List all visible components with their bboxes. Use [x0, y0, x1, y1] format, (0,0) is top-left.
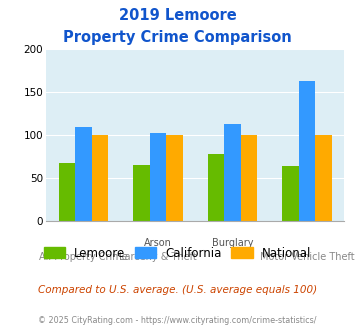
Bar [241, 135, 257, 221]
Text: © 2025 CityRating.com - https://www.cityrating.com/crime-statistics/: © 2025 CityRating.com - https://www.city… [38, 316, 317, 325]
Text: Property Crime Comparison: Property Crime Comparison [63, 30, 292, 45]
Bar [283, 166, 299, 221]
Text: Motor Vehicle Theft: Motor Vehicle Theft [260, 252, 354, 262]
Text: Compared to U.S. average. (U.S. average equals 100): Compared to U.S. average. (U.S. average … [38, 285, 317, 295]
Legend: Lemoore, California, National: Lemoore, California, National [39, 242, 316, 264]
Bar [150, 133, 166, 221]
Bar [75, 127, 92, 221]
Bar [224, 124, 241, 221]
Bar [59, 163, 75, 221]
Text: Larceny & Theft: Larceny & Theft [119, 252, 197, 262]
Text: Arson: Arson [144, 238, 172, 248]
Text: All Property Crime: All Property Crime [39, 252, 128, 262]
Bar [208, 154, 224, 221]
Bar [166, 135, 182, 221]
Bar [315, 135, 332, 221]
Bar [92, 135, 108, 221]
Text: Burglary: Burglary [212, 238, 253, 248]
Text: 2019 Lemoore: 2019 Lemoore [119, 8, 236, 23]
Bar [133, 165, 150, 221]
Bar [299, 81, 315, 221]
